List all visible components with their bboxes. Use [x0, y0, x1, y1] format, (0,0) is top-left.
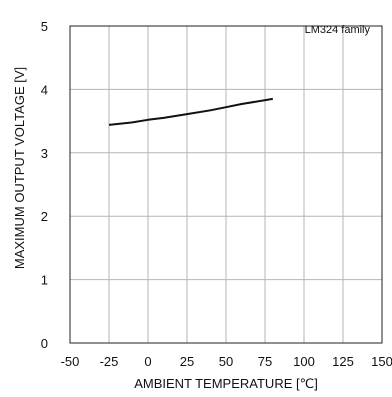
- x-tick-label: 100: [293, 354, 315, 369]
- grid: [70, 26, 382, 343]
- y-tick-label: 1: [41, 273, 48, 288]
- y-tick-label: 0: [41, 336, 48, 351]
- x-axis-ticks: -50 -25 0 25 50 75 100 125 150: [61, 354, 392, 369]
- x-tick-label: 150: [371, 354, 392, 369]
- y-tick-label: 3: [41, 146, 48, 161]
- x-tick-label: 125: [332, 354, 354, 369]
- x-tick-label: 75: [258, 354, 272, 369]
- x-tick-label: -50: [61, 354, 80, 369]
- y-tick-label: 5: [41, 19, 48, 34]
- annotation-label: LM324 family: [305, 24, 371, 36]
- x-axis-title: AMBIENT TEMPERATURE [℃]: [134, 376, 318, 391]
- y-tick-label: 4: [41, 82, 48, 97]
- y-axis-ticks: 0 1 2 3 4 5: [41, 19, 48, 351]
- x-tick-label: 25: [180, 354, 194, 369]
- x-tick-label: 0: [144, 354, 151, 369]
- y-tick-label: 2: [41, 209, 48, 224]
- plot-area-frame: [69, 25, 383, 344]
- x-tick-label: -25: [100, 354, 119, 369]
- series-layer: [108, 97, 273, 126]
- x-tick-label: 50: [219, 354, 233, 369]
- series-line: [108, 97, 273, 126]
- y-axis-title: MAXIMUM OUTPUT VOLTAGE [V]: [12, 67, 27, 269]
